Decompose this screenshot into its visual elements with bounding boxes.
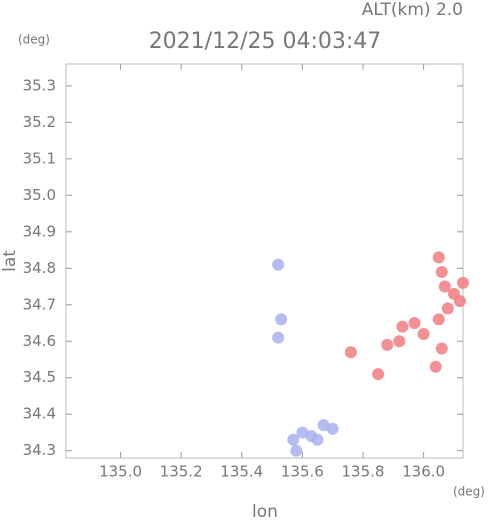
echo-cell [272,258,285,271]
x-tick-label: 135.0 [99,463,142,481]
x-tick-label: 135.6 [281,463,324,481]
echo-cell [372,368,385,381]
y-tick-label: 34.5 [23,368,56,386]
echo-cell [435,342,448,355]
echo-cell [429,360,442,373]
y-tick-label: 35.2 [23,113,56,131]
x-tick-label: 135.2 [160,463,203,481]
echo-cell [393,335,406,348]
y-tick-label: 34.6 [23,332,56,350]
echo-cell [396,320,409,333]
y-axis-label: lat [0,250,20,272]
y-tick-label: 34.7 [23,295,56,313]
echo-cell [272,331,285,344]
y-tick-label: 35.0 [23,186,56,204]
y-tick-label: 34.3 [23,441,56,459]
altitude-label: ALT(km) 2.0 [362,0,463,20]
y-tick-label: 34.8 [23,259,56,277]
x-tick-label: 135.4 [220,463,263,481]
echo-cell [290,444,303,457]
x-axis-label: lon [252,502,278,521]
y-unit: (deg) [18,33,50,47]
echo-cell [453,295,466,308]
echo-cell [326,422,339,435]
echo-cell [275,313,288,326]
y-tick-label: 35.1 [23,149,56,167]
echo-cell [381,338,394,351]
echo-cell [408,317,421,330]
plot-frame [65,63,464,459]
echo-cell [311,433,324,446]
echo-cell [287,433,300,446]
echo-cell [296,426,309,439]
x-tick-label: 136.0 [402,463,445,481]
y-tick-label: 35.3 [23,76,56,94]
echo-cell [317,419,330,432]
echo-cell [344,346,357,359]
y-tick-label: 34.4 [23,405,56,423]
echo-cell [417,327,430,340]
echo-cell [441,302,454,315]
x-unit: (deg) [453,485,485,499]
x-tick-label: 135.8 [342,463,385,481]
echo-cell [438,280,451,293]
y-tick-label: 34.9 [23,222,56,240]
chart-title: 2021/12/25 04:03:47 [149,29,382,54]
echo-cell [432,313,445,326]
echo-cell [457,276,469,289]
echo-cell [435,265,448,278]
echo-cell [432,251,445,264]
